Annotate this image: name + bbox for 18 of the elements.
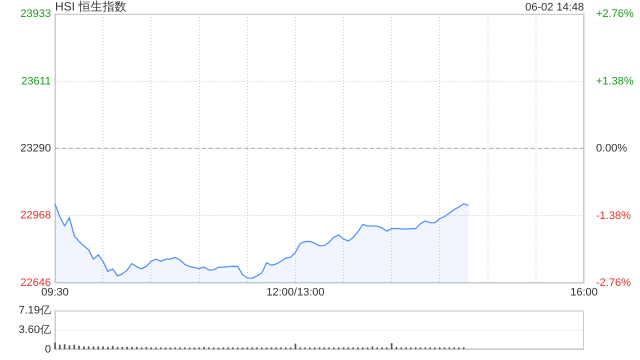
y2-tick-label: 0.00% xyxy=(596,142,628,155)
y-tick-label: 7.19亿 xyxy=(18,304,51,317)
y2-tick-label: +2.76% xyxy=(596,8,634,20)
text: 06-02 14:48 xyxy=(525,2,584,14)
y-tick-label: 3.60亿 xyxy=(18,324,51,336)
y-tick-label: 23611 xyxy=(21,75,51,88)
y2-tick-label: -2.76% xyxy=(596,277,632,290)
x-tick-label: 09:30 xyxy=(41,286,69,299)
x-tick-label: 16:00 xyxy=(570,286,598,299)
y-tick-label: 22646 xyxy=(20,277,51,290)
y2-tick-label: -1.38% xyxy=(596,210,632,222)
y-tick-label: 22968 xyxy=(20,210,51,222)
y-tick-label: 23933 xyxy=(20,8,51,20)
y-tick-label: 0 xyxy=(44,343,51,356)
y2-tick-label: +1.38% xyxy=(596,75,634,88)
chart-title: HSI 恒生指数 xyxy=(55,0,126,14)
x-tick-label: 12:00/13:00 xyxy=(266,286,325,299)
y-tick-label: 23290 xyxy=(20,142,51,154)
